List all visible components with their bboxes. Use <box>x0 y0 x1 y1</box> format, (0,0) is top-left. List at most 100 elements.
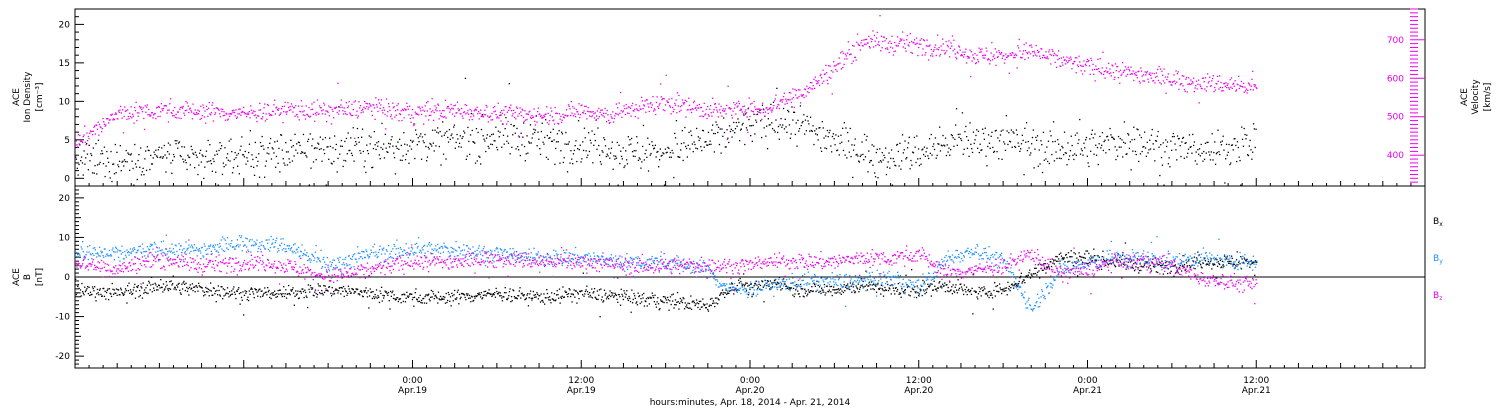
velocity-point <box>807 87 809 90</box>
bx-point <box>648 297 650 300</box>
velocity-point <box>147 114 149 116</box>
bx-point <box>435 296 437 298</box>
velocity-point <box>508 109 510 111</box>
velocity-point <box>190 109 192 112</box>
density-point <box>695 147 697 149</box>
velocity-point <box>812 85 814 87</box>
density-point <box>388 146 391 148</box>
density-point <box>264 165 267 167</box>
density-point <box>869 160 872 162</box>
density-point <box>616 141 618 144</box>
bx-point <box>923 281 925 283</box>
bx-point <box>721 289 724 291</box>
bx-point <box>1054 259 1056 261</box>
velocity-point <box>667 101 669 103</box>
velocity-point <box>889 46 892 48</box>
bx-point <box>867 285 869 287</box>
velocity-point <box>210 114 212 116</box>
velocity-point <box>645 111 647 113</box>
density-point <box>416 144 418 146</box>
density-point <box>203 177 205 180</box>
bx-point <box>1114 266 1117 268</box>
density-point <box>271 147 273 149</box>
density-point <box>228 140 230 142</box>
density-point <box>696 127 698 130</box>
velocity-point <box>960 54 963 56</box>
bx-point <box>717 303 719 305</box>
density-point <box>316 147 318 149</box>
velocity-point <box>254 110 256 113</box>
velocity-point <box>487 121 489 123</box>
density-point <box>935 157 937 159</box>
velocity-point <box>380 99 383 101</box>
velocity-point <box>905 50 907 52</box>
velocity-point <box>1153 73 1155 75</box>
density-point <box>965 125 967 128</box>
bx-point <box>762 286 764 288</box>
density-point <box>366 150 369 152</box>
velocity-point <box>413 123 416 125</box>
bx-point <box>138 296 140 298</box>
velocity-point <box>257 115 260 117</box>
bx-point <box>679 302 681 304</box>
density-point <box>929 152 931 154</box>
velocity-point <box>473 115 475 117</box>
velocity-point <box>309 116 311 118</box>
density-point <box>442 121 444 123</box>
density-point <box>658 159 661 161</box>
velocity-point <box>872 30 874 32</box>
density-point <box>300 152 302 155</box>
bx-point <box>749 288 751 291</box>
velocity-point <box>760 109 762 111</box>
bx-point <box>343 295 345 298</box>
bx-point <box>1083 257 1085 259</box>
bx-point <box>133 286 135 289</box>
velocity-point <box>686 109 688 111</box>
density-point <box>437 132 440 134</box>
bx-point <box>164 288 166 290</box>
velocity-point <box>743 105 745 107</box>
velocity-point <box>907 44 909 46</box>
density-point <box>1121 139 1123 141</box>
bx-point <box>444 302 447 304</box>
density-point <box>125 149 127 152</box>
bx-point <box>836 288 838 291</box>
bx-point <box>240 292 242 294</box>
bx-point <box>325 289 327 292</box>
velocity-point <box>930 55 932 57</box>
density-point <box>942 134 944 137</box>
density-point <box>908 136 910 138</box>
bx-point <box>99 288 101 290</box>
velocity-point <box>88 137 90 140</box>
bx-point <box>856 288 859 290</box>
density-point <box>1061 145 1063 148</box>
velocity-point <box>558 123 560 125</box>
density-point <box>815 128 818 130</box>
bx-point <box>127 285 129 287</box>
bx-point <box>191 287 193 289</box>
bx-point <box>486 293 488 295</box>
velocity-point <box>87 135 89 138</box>
velocity-point <box>1133 72 1136 75</box>
velocity-point <box>602 115 604 117</box>
velocity-point <box>414 111 416 113</box>
bx-point <box>1088 252 1090 255</box>
bx-point <box>339 287 341 289</box>
bx-point <box>282 292 284 295</box>
bx-point <box>591 297 594 299</box>
bx-point <box>1013 287 1015 289</box>
velocity-point <box>240 114 242 116</box>
bx-point <box>780 283 783 285</box>
bx-point <box>778 282 780 284</box>
velocity-point <box>87 140 89 142</box>
bx-point <box>937 287 939 289</box>
bx-point <box>525 297 527 299</box>
velocity-point <box>364 100 366 103</box>
velocity-point <box>959 49 961 51</box>
velocity-point <box>669 105 671 107</box>
bx-point <box>409 293 411 295</box>
velocity-point <box>488 116 490 119</box>
velocity-point <box>1255 86 1257 89</box>
bx-point <box>406 291 408 293</box>
bx-point <box>491 295 493 298</box>
